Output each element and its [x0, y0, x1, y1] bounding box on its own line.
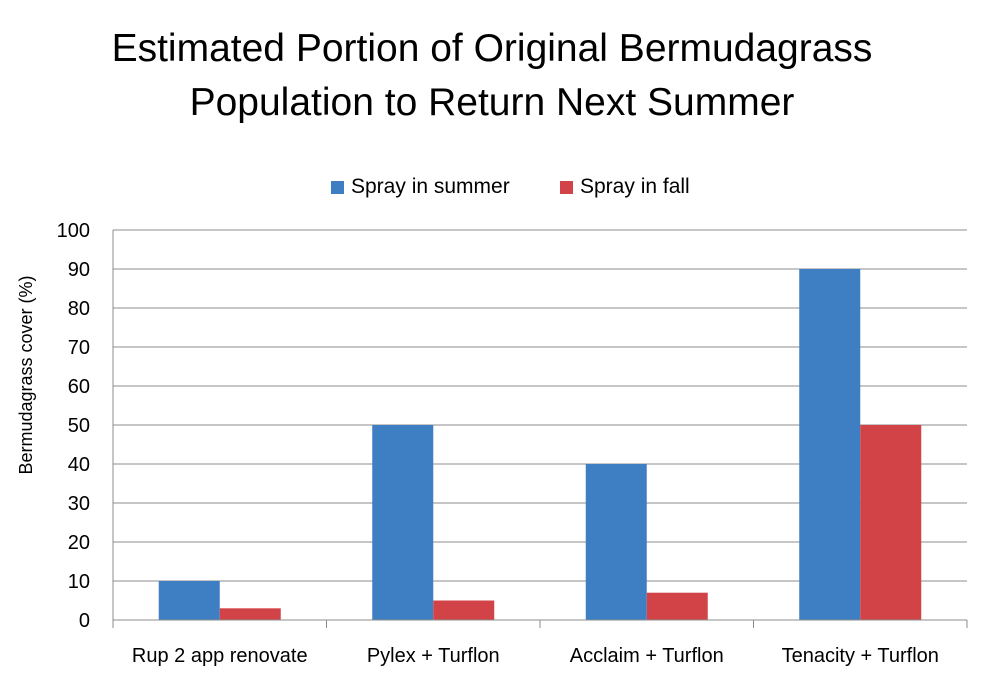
chart-title: Estimated Portion of Original Bermudagra…	[0, 22, 984, 130]
y-tick-labels: 0 10 20 30 40 50 60 70 80 90 100	[57, 220, 90, 632]
chart-title-line-1: Estimated Portion of Original Bermudagra…	[111, 27, 873, 70]
bar-spray-in-summer-acclaim-turflon	[585, 464, 647, 620]
y-tick-label-20: 20	[68, 532, 90, 554]
x-category-label-pylex-turflon: Pylex + Turflon	[367, 645, 500, 667]
y-axis-label: Bermudagrass cover (%)	[16, 275, 36, 474]
axes	[112, 230, 968, 628]
legend-label-spray-in-fall: Spray in fall	[580, 175, 690, 198]
bar-spray-in-summer-pylex-turflon	[372, 425, 434, 620]
x-category-label-acclaim-turflon: Acclaim + Turflon	[570, 645, 724, 667]
x-category-labels: Rup 2 app renovate Pylex + Turflon Acclaim…	[132, 645, 939, 667]
y-tick-label-40: 40	[68, 454, 90, 476]
y-tick-label-50: 50	[68, 415, 90, 437]
bars	[158, 269, 922, 620]
bar-spray-in-fall-tenacity-turflon	[860, 425, 922, 620]
y-tick-label-100: 100	[57, 220, 90, 242]
bar-spray-in-fall-acclaim-turflon	[646, 592, 708, 620]
legend-item-spray-in-fall: Spray in fall	[560, 172, 690, 202]
legend-item-spray-in-summer: Spray in summer	[331, 172, 510, 202]
legend-label-spray-in-summer: Spray in summer	[351, 175, 510, 198]
x-category-label-rup-2-app-renovate: Rup 2 app renovate	[132, 645, 308, 667]
y-tick-label-60: 60	[68, 376, 90, 398]
legend-swatch-spray-in-fall	[560, 180, 573, 194]
chart-title-line-2: Population to Return Next Summer	[189, 81, 795, 124]
bar-spray-in-summer-tenacity-turflon	[799, 269, 861, 620]
bar-spray-in-summer-rup-2-app-renovate	[158, 581, 220, 620]
y-tick-label-90: 90	[68, 259, 90, 281]
legend-swatch-spray-in-summer	[331, 180, 344, 194]
bar-spray-in-fall-pylex-turflon	[433, 600, 495, 620]
chart-legend: Spray in summer Spray in fall	[0, 172, 984, 202]
y-tick-label-0: 0	[79, 610, 90, 632]
y-tick-label-70: 70	[68, 337, 90, 359]
x-category-label-tenacity-turflon: Tenacity + Turflon	[782, 645, 939, 667]
y-tick-label-80: 80	[68, 298, 90, 320]
y-tick-label-30: 30	[68, 493, 90, 515]
bar-spray-in-fall-rup-2-app-renovate	[219, 608, 281, 620]
y-tick-label-10: 10	[68, 571, 90, 593]
